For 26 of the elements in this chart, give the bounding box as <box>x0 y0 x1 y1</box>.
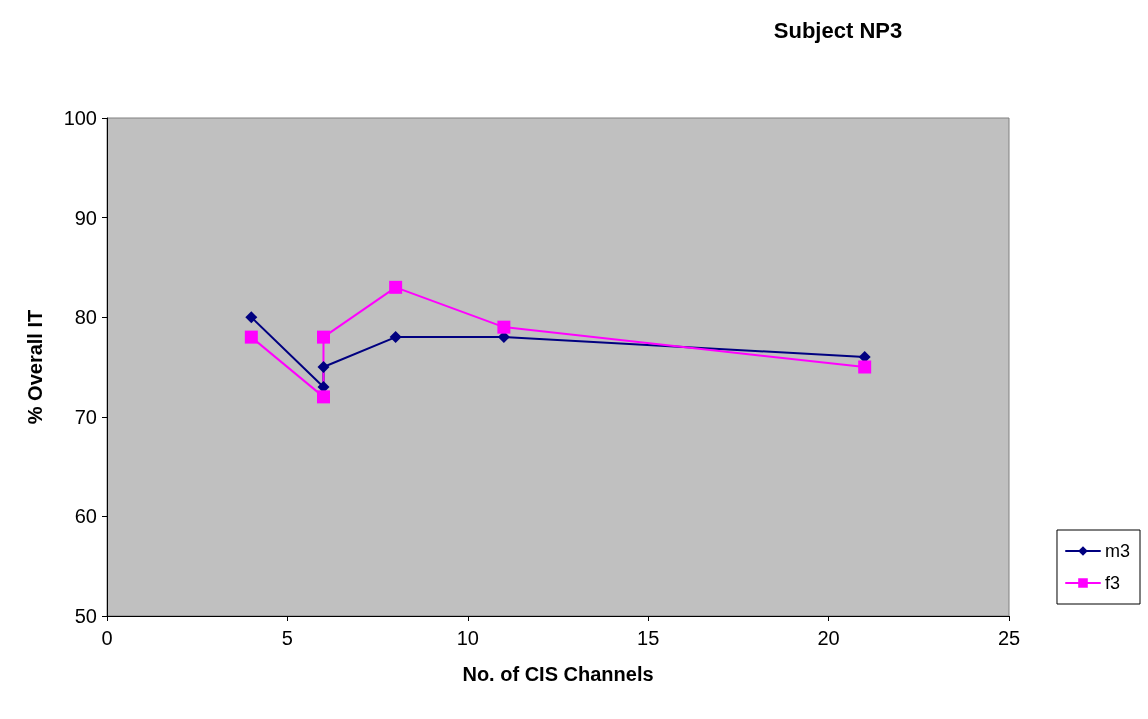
point <box>316 390 330 404</box>
x-tick-label: 0 <box>101 627 113 649</box>
point <box>317 361 330 373</box>
point <box>389 280 403 294</box>
x-axis-title: No. of CIS Channels <box>462 663 654 685</box>
chart-title: Subject NP3 <box>773 17 903 43</box>
point <box>316 330 330 344</box>
y-tick-label: 90 <box>74 206 97 229</box>
point <box>245 311 258 324</box>
x-tick-label: 10 <box>456 627 479 649</box>
x-tick-label: 25 <box>997 627 1021 649</box>
y-tick-label: 100 <box>63 107 97 129</box>
point <box>389 331 402 344</box>
y-tick-label: 70 <box>74 405 97 428</box>
y-tick-label: 50 <box>74 605 97 627</box>
point <box>858 360 872 374</box>
legend-label: f3 <box>1105 573 1121 593</box>
y-axis-title: % Overall IT <box>24 309 46 425</box>
x-tick-label: 5 <box>281 627 293 649</box>
legend-label: m3 <box>1105 541 1131 561</box>
x-tick-label: 15 <box>637 627 660 649</box>
y-tick-label: 60 <box>74 505 97 528</box>
point <box>244 330 258 344</box>
x-tick-label: 20 <box>817 627 840 649</box>
y-tick-label: 80 <box>74 306 97 329</box>
point <box>497 320 511 334</box>
